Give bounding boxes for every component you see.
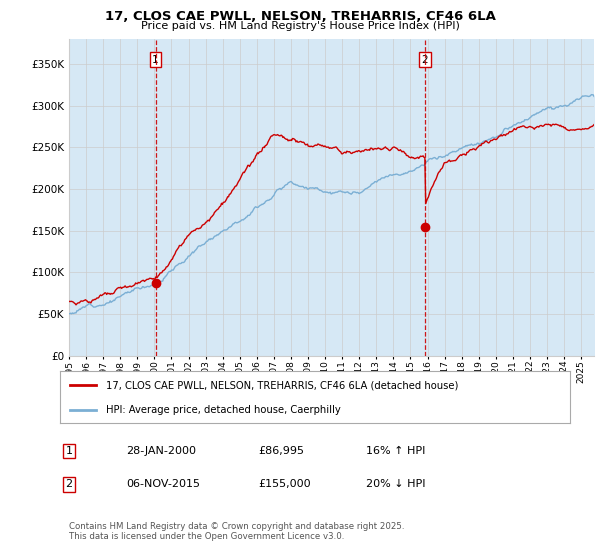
Text: Contains HM Land Registry data © Crown copyright and database right 2025.
This d: Contains HM Land Registry data © Crown c… [69, 522, 404, 542]
Text: 17, CLOS CAE PWLL, NELSON, TREHARRIS, CF46 6LA (detached house): 17, CLOS CAE PWLL, NELSON, TREHARRIS, CF… [106, 380, 458, 390]
Text: 1: 1 [65, 446, 73, 456]
Text: Price paid vs. HM Land Registry's House Price Index (HPI): Price paid vs. HM Land Registry's House … [140, 21, 460, 31]
Text: 17, CLOS CAE PWLL, NELSON, TREHARRIS, CF46 6LA: 17, CLOS CAE PWLL, NELSON, TREHARRIS, CF… [104, 10, 496, 23]
Text: 2: 2 [65, 479, 73, 489]
Text: £86,995: £86,995 [258, 446, 304, 456]
Text: HPI: Average price, detached house, Caerphilly: HPI: Average price, detached house, Caer… [106, 405, 341, 415]
Text: 28-JAN-2000: 28-JAN-2000 [126, 446, 196, 456]
Text: £155,000: £155,000 [258, 479, 311, 489]
Text: 06-NOV-2015: 06-NOV-2015 [126, 479, 200, 489]
Text: 20% ↓ HPI: 20% ↓ HPI [366, 479, 425, 489]
Text: 2: 2 [422, 55, 428, 65]
Text: 1: 1 [152, 55, 159, 65]
Text: 16% ↑ HPI: 16% ↑ HPI [366, 446, 425, 456]
